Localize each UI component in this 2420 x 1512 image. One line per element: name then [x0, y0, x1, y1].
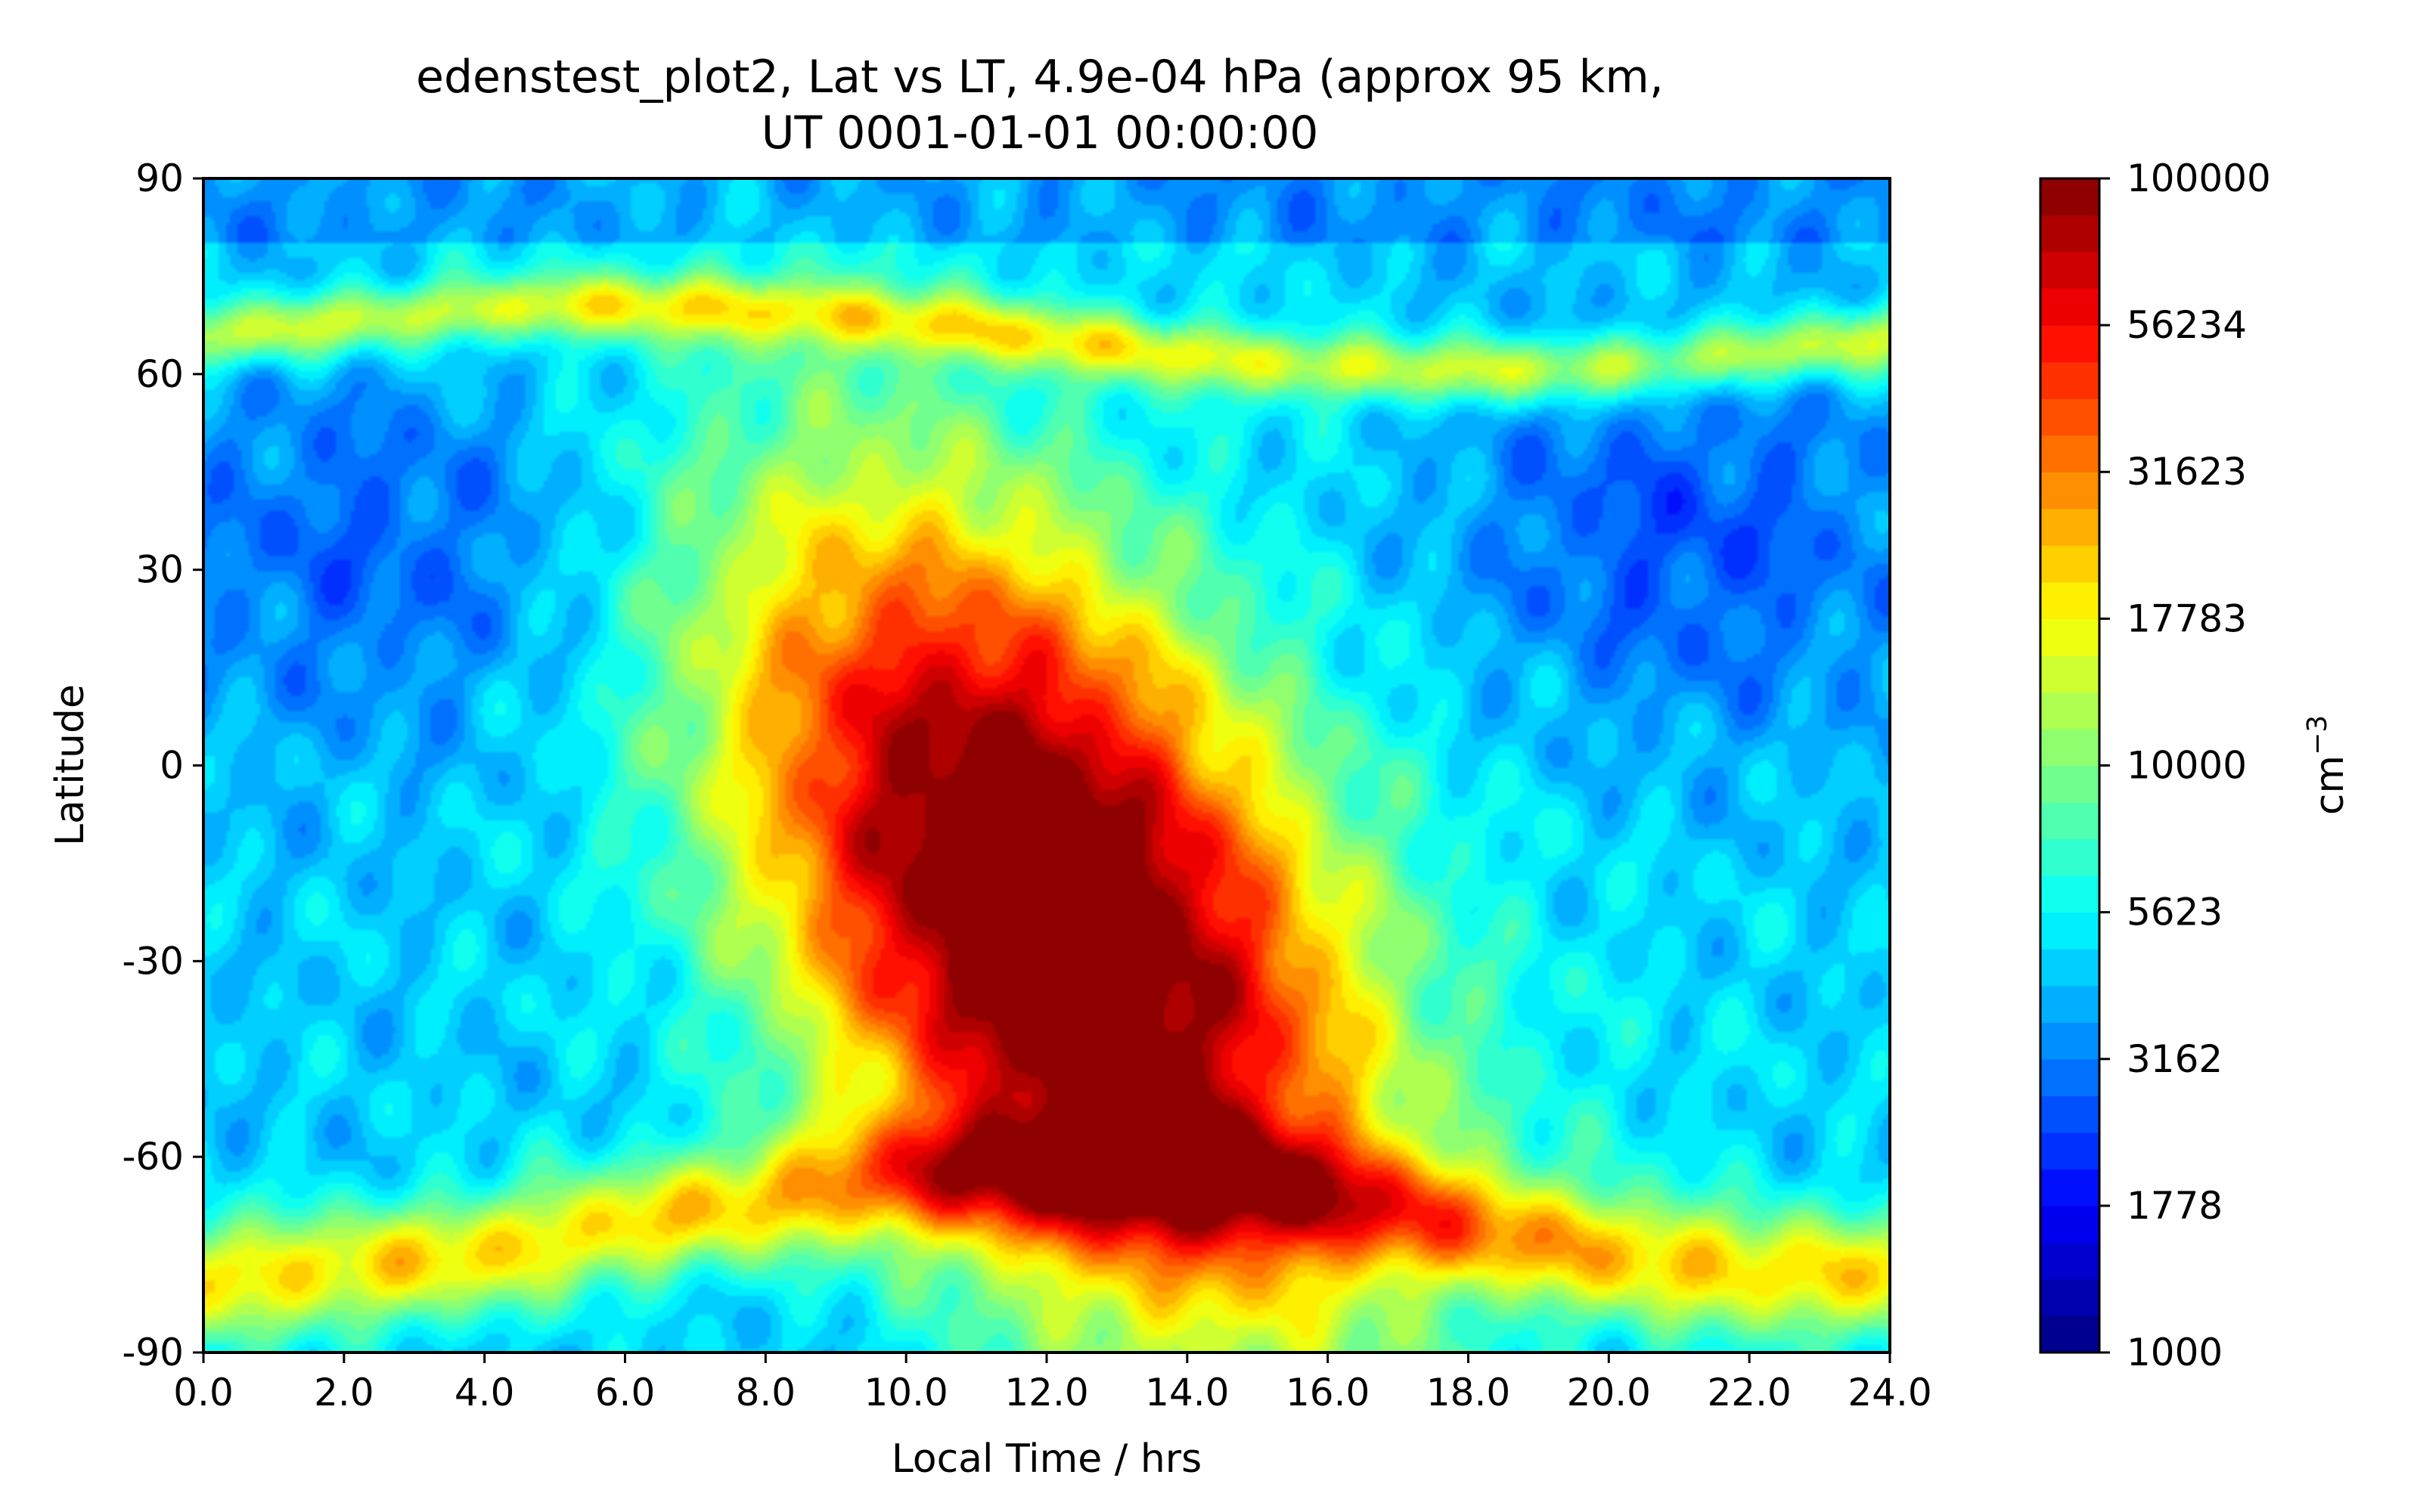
colorbar-band — [2040, 765, 2099, 803]
chart-title-line-2: UT 0001-01-01 00:00:00 — [762, 107, 1319, 160]
colorbar-band — [2040, 1169, 2099, 1207]
colorbar-tick-label: 56234 — [2127, 303, 2247, 347]
chart-title-line-1: edenstest_plot2, Lat vs LT, 4.9e-04 hPa … — [416, 51, 1664, 104]
colorbar-tick-label: 100000 — [2127, 156, 2271, 200]
y-tick-label: -90 — [122, 1331, 184, 1374]
colorbar-band — [2040, 178, 2099, 216]
colorbar-band — [2040, 1095, 2099, 1133]
x-tick-label: 12.0 — [1004, 1371, 1088, 1414]
x-tick-label: 0.0 — [173, 1371, 234, 1414]
heatmap-plot-area — [202, 177, 1891, 1354]
y-tick-label: 90 — [135, 156, 184, 200]
colorbar-bands — [2040, 178, 2099, 1353]
colorbar-band — [2040, 618, 2099, 656]
x-tick-label: 14.0 — [1145, 1371, 1229, 1414]
x-tick-label: 18.0 — [1426, 1371, 1510, 1414]
colorbar-label-base: cm — [2307, 755, 2353, 815]
colorbar-band — [2040, 655, 2099, 693]
y-tick-label: -30 — [122, 939, 184, 983]
colorbar-band — [2040, 838, 2099, 876]
x-tick-label: 6.0 — [595, 1371, 656, 1414]
colorbar-band — [2040, 435, 2099, 472]
y-tick-label: -60 — [122, 1135, 184, 1179]
colorbar-band — [2040, 692, 2099, 730]
heatmap-field — [203, 178, 1890, 1352]
colorbar-band — [2040, 252, 2099, 290]
x-axis-label: Local Time / hrs — [892, 1436, 1202, 1482]
colorbar-tick-label: 1778 — [2127, 1184, 2223, 1228]
y-axis: 90 60 30 0 -30 -60 -90 — [122, 156, 203, 1374]
colorbar-band — [2040, 508, 2099, 546]
colorbar-band — [2040, 985, 2099, 1023]
y-tick-label: 30 — [135, 548, 184, 592]
colorbar-tick-label: 10000 — [2127, 744, 2247, 788]
colorbar-band — [2040, 1315, 2099, 1353]
colorbar-band — [2040, 949, 2099, 987]
x-tick-label: 24.0 — [1848, 1371, 1931, 1414]
colorbar-band — [2040, 361, 2099, 399]
colorbar-tick-label: 3162 — [2127, 1037, 2223, 1081]
colorbar-band — [2040, 802, 2099, 840]
colorbar: 100000 56234 31623 17783 10000 5623 3162 1778 10… — [2039, 156, 2353, 1374]
x-tick-label: 2.0 — [314, 1371, 374, 1414]
colorbar-label: cm−3 — [2302, 715, 2353, 815]
x-tick-label: 4.0 — [455, 1371, 515, 1414]
colorbar-band — [2040, 288, 2099, 326]
colorbar-band — [2040, 398, 2099, 436]
colorbar-band — [2040, 1022, 2099, 1060]
colorbar-band — [2040, 1132, 2099, 1170]
colorbar-band — [2040, 1205, 2099, 1244]
x-axis: 0.0 2.0 4.0 6.0 8.0 10.0 12.0 14.0 16.0 18.0 20.0 2… — [173, 1352, 1932, 1414]
y-tick-label: 0 — [160, 744, 184, 788]
colorbar-band — [2040, 912, 2099, 950]
colorbar-tick-label: 5623 — [2127, 891, 2223, 934]
x-tick-label: 16.0 — [1286, 1371, 1370, 1414]
colorbar-band — [2040, 215, 2099, 253]
colorbar-band — [2040, 875, 2099, 913]
colorbar-band — [2040, 581, 2099, 619]
x-tick-label: 20.0 — [1567, 1371, 1651, 1414]
x-tick-label: 8.0 — [736, 1371, 796, 1414]
colorbar-band — [2040, 472, 2099, 510]
colorbar-band — [2040, 1242, 2099, 1280]
colorbar-band — [2040, 545, 2099, 583]
y-tick-label: 60 — [135, 352, 184, 396]
colorbar-band — [2040, 728, 2099, 767]
colorbar-band — [2040, 1058, 2099, 1096]
colorbar-label-exponent: −3 — [2302, 715, 2333, 755]
x-tick-label: 10.0 — [864, 1371, 948, 1414]
colorbar-tick-label: 31623 — [2127, 450, 2247, 494]
colorbar-band — [2040, 1278, 2099, 1317]
colorbar-tick-label: 1000 — [2127, 1331, 2223, 1374]
x-tick-label: 22.0 — [1708, 1371, 1792, 1414]
colorbar-ticks: 100000 56234 31623 17783 10000 5623 3162 1778 10… — [2099, 156, 2271, 1374]
colorbar-tick-label: 17783 — [2127, 596, 2247, 640]
colorbar-band — [2040, 325, 2099, 363]
y-axis-label: Latitude — [48, 684, 93, 846]
